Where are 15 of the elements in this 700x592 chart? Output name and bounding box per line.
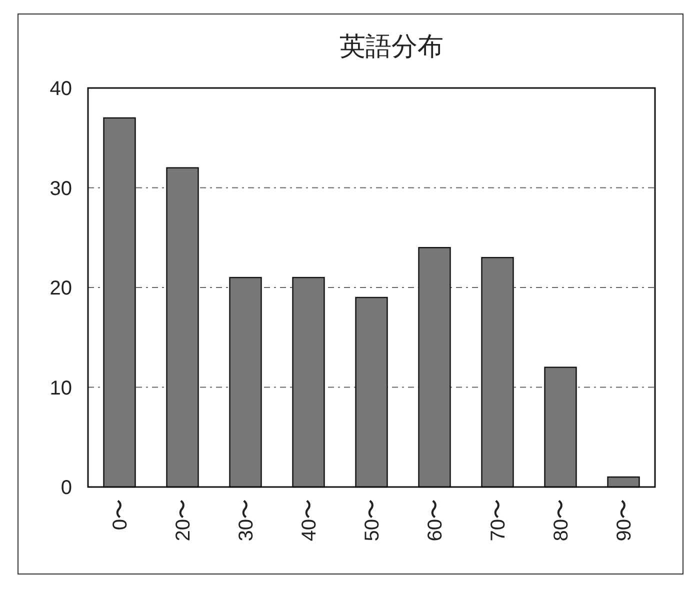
x-tick-label: 60〜 bbox=[424, 499, 446, 542]
x-tick-label: 0〜 bbox=[110, 499, 132, 530]
x-tick-label: 80〜 bbox=[550, 499, 572, 542]
x-tick-label: 90〜 bbox=[614, 499, 636, 542]
x-tick-label: 30〜 bbox=[236, 499, 258, 542]
y-tick-label: 0 bbox=[60, 477, 72, 499]
chart-title: 英語分布 bbox=[340, 31, 444, 61]
y-tick-label: 10 bbox=[50, 377, 72, 400]
x-tick-label: 50〜 bbox=[362, 499, 384, 542]
y-tick-label: 30 bbox=[50, 178, 72, 200]
x-tick-label: 20〜 bbox=[172, 499, 194, 542]
y-tick-label: 40 bbox=[50, 78, 72, 100]
x-tick-label: 40〜 bbox=[298, 499, 320, 542]
y-tick-label: 20 bbox=[50, 278, 72, 300]
x-tick-label: 70〜 bbox=[488, 499, 510, 542]
